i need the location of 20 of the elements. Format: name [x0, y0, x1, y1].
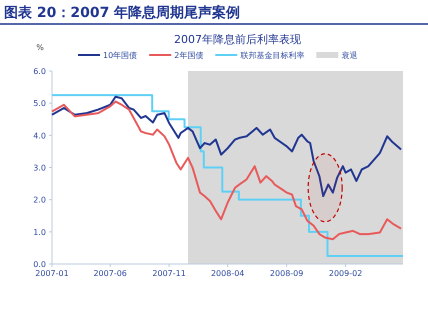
- x-tick-label: 2008-04: [210, 269, 244, 278]
- legend-label: 联邦基金目标利率: [240, 51, 304, 60]
- y-tick-label: 0.0: [33, 260, 46, 269]
- y-tick-label: 4.0: [33, 131, 46, 140]
- y-tick-label: 2.0: [33, 196, 46, 205]
- chart-subtitle: 2007年降息前后利率表现: [174, 33, 301, 46]
- x-tick-label: 2007-06: [93, 269, 127, 278]
- y-tick-label: 1.0: [33, 228, 46, 237]
- legend-label: 10年国债: [103, 51, 138, 60]
- legend-label: 衰退: [341, 51, 358, 60]
- y-tick-label: 6.0: [33, 67, 46, 76]
- x-tick-label: 2007-01: [35, 269, 69, 278]
- x-tick-label: 2009-02: [328, 269, 362, 278]
- chart-title: 图表 20：2007 年降息周期尾声案例: [4, 4, 240, 21]
- x-tick-label: 2007-11: [152, 269, 186, 278]
- y-tick-label: 5.0: [33, 99, 46, 108]
- legend-label: 2年国债: [174, 51, 204, 60]
- y-axis-title: %: [36, 43, 44, 52]
- x-tick-label: 2008-09: [270, 269, 304, 278]
- y-tick-label: 3.0: [33, 164, 46, 172]
